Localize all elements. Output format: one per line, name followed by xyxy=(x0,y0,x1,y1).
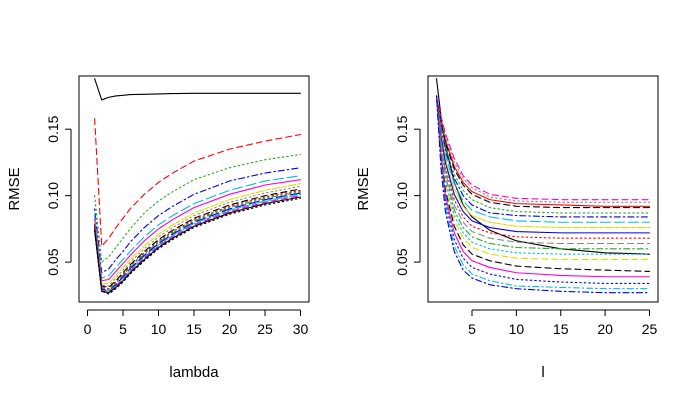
series-line-15 xyxy=(94,196,302,294)
y-axis: 0.05 0.10 0.15 xyxy=(394,115,421,276)
series-line-8 xyxy=(435,95,651,223)
series-line-10 xyxy=(435,95,651,234)
series-layer xyxy=(94,78,302,295)
x-tick-label: 5 xyxy=(119,321,127,337)
series-line-3 xyxy=(435,95,651,203)
y-tick-label: 0.10 xyxy=(394,182,410,209)
x-tick-label: 10 xyxy=(151,321,167,337)
y-axis: 0.05 0.10 0.15 xyxy=(45,115,72,276)
series-line-4 xyxy=(435,95,651,207)
x-tick-label: 25 xyxy=(257,321,273,337)
series-line-16 xyxy=(94,197,302,295)
x-tick-label: 5 xyxy=(468,321,476,337)
series-line-11 xyxy=(94,191,302,291)
y-tick-label: 0.15 xyxy=(394,115,410,142)
series-line-6 xyxy=(435,95,651,214)
series-line-12 xyxy=(435,95,651,245)
series-line-13 xyxy=(94,193,302,292)
y-tick-label: 0.15 xyxy=(45,115,61,142)
series-line-5 xyxy=(435,95,651,209)
x-axis-label: l xyxy=(541,364,544,381)
panel-l: 5 10 15 20 25 0.05 0.10 0.15 l RMSE xyxy=(355,75,659,381)
series-line-13 xyxy=(435,95,651,250)
series-line-19 xyxy=(435,95,651,290)
x-tick-label: 20 xyxy=(597,321,613,337)
series-line-12 xyxy=(94,192,302,292)
series-line-6 xyxy=(94,179,302,282)
x-tick-label: 0 xyxy=(84,321,92,337)
y-tick-label: 0.05 xyxy=(394,248,410,275)
y-tick-label: 0.10 xyxy=(45,182,61,209)
panel-lambda: 0 5 10 15 20 25 30 0.05 0.10 0.15 lambda RMSE xyxy=(6,75,310,381)
series-line-8 xyxy=(94,185,302,287)
x-tick-label: 10 xyxy=(509,321,525,337)
x-tick-label: 25 xyxy=(642,321,658,337)
x-axis: 5 10 15 20 25 xyxy=(468,309,658,337)
series-line-2 xyxy=(94,117,302,247)
x-tick-label: 30 xyxy=(293,321,309,337)
x-tick-label: 15 xyxy=(186,321,202,337)
series-line-1 xyxy=(94,78,302,101)
series-line-2 xyxy=(435,95,651,201)
x-axis-label: lambda xyxy=(169,364,219,381)
series-line-5 xyxy=(94,175,302,279)
series-line-3 xyxy=(94,153,302,263)
plot-frame xyxy=(427,75,659,303)
series-layer xyxy=(435,78,651,294)
plot-frame xyxy=(78,75,310,303)
x-tick-label: 15 xyxy=(553,321,569,337)
series-line-4 xyxy=(94,167,302,274)
y-axis-label: RMSE xyxy=(6,167,23,210)
series-line-7 xyxy=(94,183,302,284)
series-line-15 xyxy=(435,95,651,261)
series-line-7 xyxy=(435,95,651,218)
y-tick-label: 0.05 xyxy=(45,248,61,275)
series-line-20 xyxy=(435,95,651,294)
series-line-9 xyxy=(435,95,651,229)
x-tick-label: 20 xyxy=(222,321,238,337)
x-axis: 0 5 10 15 20 25 30 xyxy=(84,309,309,337)
series-line-10 xyxy=(94,189,302,290)
y-axis-label: RMSE xyxy=(355,167,372,210)
